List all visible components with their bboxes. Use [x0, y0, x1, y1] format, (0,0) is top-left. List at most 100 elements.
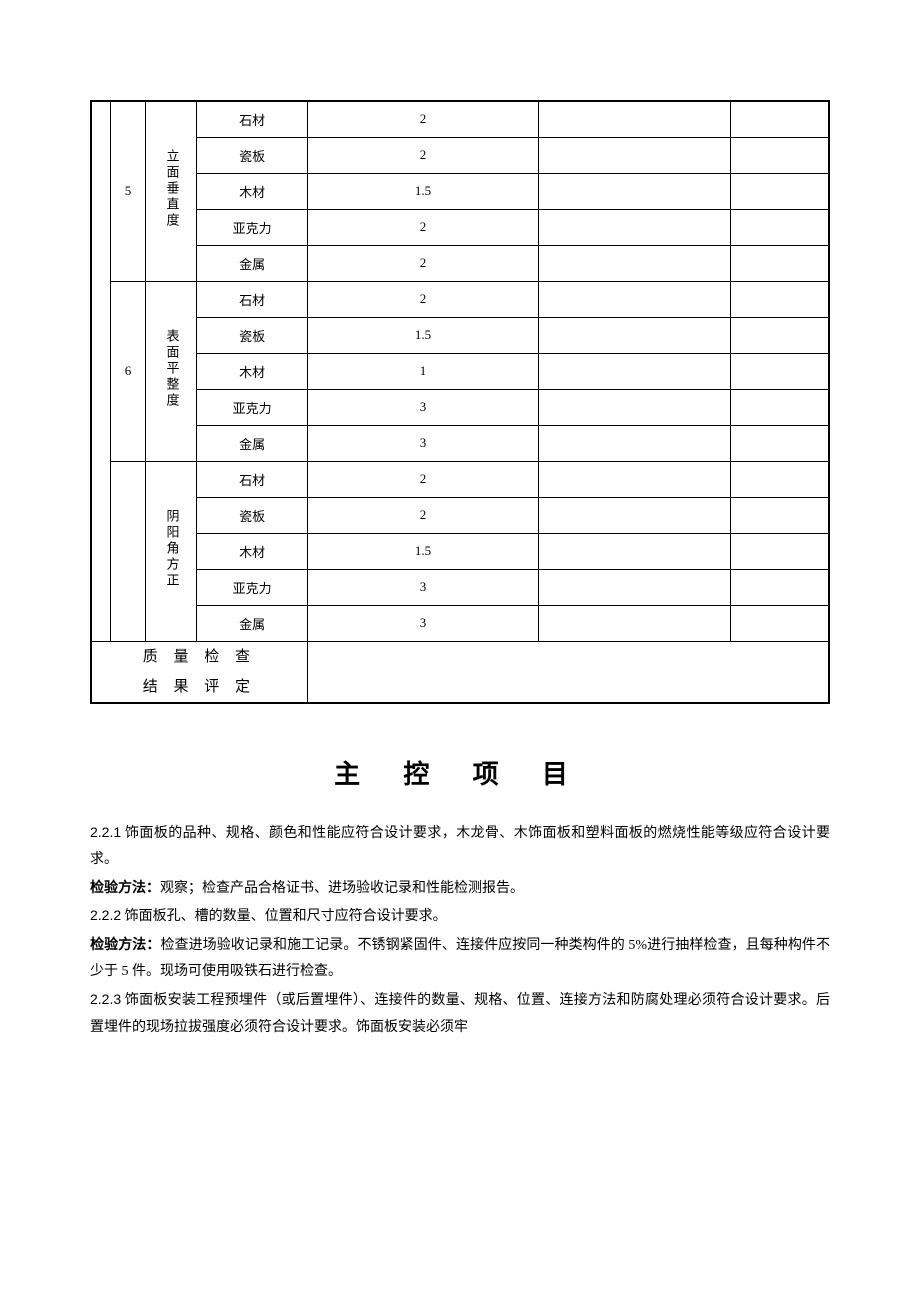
- empty-cell: [539, 353, 731, 389]
- empty-cell: [539, 497, 731, 533]
- table-row: 瓷板2: [91, 497, 829, 533]
- empty-cell: [731, 605, 829, 641]
- empty-cell: [539, 389, 731, 425]
- empty-cell: [731, 425, 829, 461]
- body-text: 2.2.1 饰面板的品种、规格、颜色和性能应符合设计要求，木龙骨、木饰面板和塑料…: [90, 819, 830, 1042]
- tolerance-cell: 2: [307, 101, 538, 137]
- tolerance-cell: 1.5: [307, 317, 538, 353]
- material-cell: 亚克力: [197, 209, 307, 245]
- method-text: 检查进场验收记录和施工记录。不锈钢紧固件、连接件应按同一种类构件的 5%进行抽样…: [90, 938, 830, 980]
- material-cell: 瓷板: [197, 137, 307, 173]
- empty-cell: [539, 569, 731, 605]
- empty-cell: [539, 173, 731, 209]
- empty-cell: [539, 461, 731, 497]
- tolerance-cell: 1: [307, 353, 538, 389]
- table-row: 亚克力3: [91, 389, 829, 425]
- tolerance-cell: 3: [307, 425, 538, 461]
- quality-table: 5立面垂直度石材2瓷板2木材1.5亚克力2金属26表面平整度石材2瓷板1.5木材…: [90, 100, 830, 704]
- tolerance-cell: 2: [307, 281, 538, 317]
- empty-cell: [731, 353, 829, 389]
- empty-cell: [539, 209, 731, 245]
- left-margin-cell: [91, 101, 111, 641]
- empty-cell: [731, 173, 829, 209]
- material-cell: 亚克力: [197, 389, 307, 425]
- material-cell: 亚克力: [197, 569, 307, 605]
- tolerance-cell: 3: [307, 569, 538, 605]
- table-row: 亚克力2: [91, 209, 829, 245]
- para-2-num: 2.2.2: [90, 907, 121, 923]
- tolerance-cell: 1.5: [307, 533, 538, 569]
- tolerance-cell: 2: [307, 461, 538, 497]
- empty-cell: [731, 317, 829, 353]
- evaluation-content-cell: [307, 641, 829, 703]
- tolerance-cell: 2: [307, 497, 538, 533]
- document-page: 5立面垂直度石材2瓷板2木材1.5亚克力2金属26表面平整度石材2瓷板1.5木材…: [0, 0, 920, 1101]
- table-row: 6表面平整度石材2: [91, 281, 829, 317]
- category-label: 立面垂直度: [145, 101, 197, 281]
- para-3-text: 饰面板安装工程预埋件（或后置埋件）、连接件的数量、规格、位置、连接方法和防腐处理…: [90, 993, 830, 1035]
- empty-cell: [731, 137, 829, 173]
- tolerance-cell: 1.5: [307, 173, 538, 209]
- method-text: 观察；检查产品合格证书、进场验收记录和性能检测报告。: [160, 881, 524, 896]
- material-cell: 金属: [197, 245, 307, 281]
- material-cell: 瓷板: [197, 497, 307, 533]
- table-row: 金属3: [91, 605, 829, 641]
- table-row: 木材1.5: [91, 533, 829, 569]
- empty-cell: [731, 497, 829, 533]
- method-label: 检验方法：: [90, 879, 160, 895]
- empty-cell: [539, 245, 731, 281]
- para-3: 2.2.3 饰面板安装工程预埋件（或后置埋件）、连接件的数量、规格、位置、连接方…: [90, 986, 830, 1041]
- row-number: 6: [111, 281, 146, 461]
- table-row: 阴阳角方正石材2: [91, 461, 829, 497]
- material-cell: 木材: [197, 173, 307, 209]
- empty-cell: [539, 281, 731, 317]
- empty-cell: [539, 317, 731, 353]
- empty-cell: [731, 281, 829, 317]
- para-2-text: 饰面板孔、槽的数量、位置和尺寸应符合设计要求。: [121, 909, 447, 924]
- material-cell: 石材: [197, 101, 307, 137]
- row-number: 5: [111, 101, 146, 281]
- tolerance-cell: 2: [307, 245, 538, 281]
- tolerance-cell: 2: [307, 137, 538, 173]
- tolerance-cell: 3: [307, 389, 538, 425]
- table-row: 瓷板2: [91, 137, 829, 173]
- para-1-method: 检验方法：观察；检查产品合格证书、进场验收记录和性能检测报告。: [90, 874, 830, 903]
- category-label: 表面平整度: [145, 281, 197, 461]
- material-cell: 石材: [197, 281, 307, 317]
- table-row: 金属2: [91, 245, 829, 281]
- empty-cell: [539, 137, 731, 173]
- empty-cell: [539, 101, 731, 137]
- empty-cell: [731, 569, 829, 605]
- row-number: [111, 461, 146, 641]
- para-1-num: 2.2.1: [90, 824, 121, 840]
- tolerance-cell: 2: [307, 209, 538, 245]
- empty-cell: [731, 209, 829, 245]
- evaluation-label-cell: 质 量 检 查结 果 评 定: [91, 641, 307, 703]
- table-row: 金属3: [91, 425, 829, 461]
- para-1-text: 饰面板的品种、规格、颜色和性能应符合设计要求，木龙骨、木饰面板和塑料面板的燃烧性…: [90, 826, 830, 868]
- empty-cell: [539, 605, 731, 641]
- empty-cell: [731, 533, 829, 569]
- category-label: 阴阳角方正: [145, 461, 197, 641]
- empty-cell: [731, 101, 829, 137]
- para-2-method: 检验方法：检查进场验收记录和施工记录。不锈钢紧固件、连接件应按同一种类构件的 5…: [90, 931, 830, 986]
- table-row: 木材1: [91, 353, 829, 389]
- material-cell: 木材: [197, 533, 307, 569]
- table-row: 瓷板1.5: [91, 317, 829, 353]
- material-cell: 金属: [197, 605, 307, 641]
- tolerance-cell: 3: [307, 605, 538, 641]
- table-row: 5立面垂直度石材2: [91, 101, 829, 137]
- method-label: 检验方法：: [90, 936, 160, 952]
- para-1: 2.2.1 饰面板的品种、规格、颜色和性能应符合设计要求，木龙骨、木饰面板和塑料…: [90, 819, 830, 874]
- empty-cell: [539, 425, 731, 461]
- evaluation-row: 质 量 检 查结 果 评 定: [91, 641, 829, 703]
- empty-cell: [731, 461, 829, 497]
- material-cell: 金属: [197, 425, 307, 461]
- section-heading: 主 控 项 目: [90, 754, 830, 791]
- empty-cell: [539, 533, 731, 569]
- para-2: 2.2.2 饰面板孔、槽的数量、位置和尺寸应符合设计要求。: [90, 902, 830, 931]
- para-3-num: 2.2.3: [90, 991, 121, 1007]
- empty-cell: [731, 389, 829, 425]
- material-cell: 瓷板: [197, 317, 307, 353]
- table-row: 木材1.5: [91, 173, 829, 209]
